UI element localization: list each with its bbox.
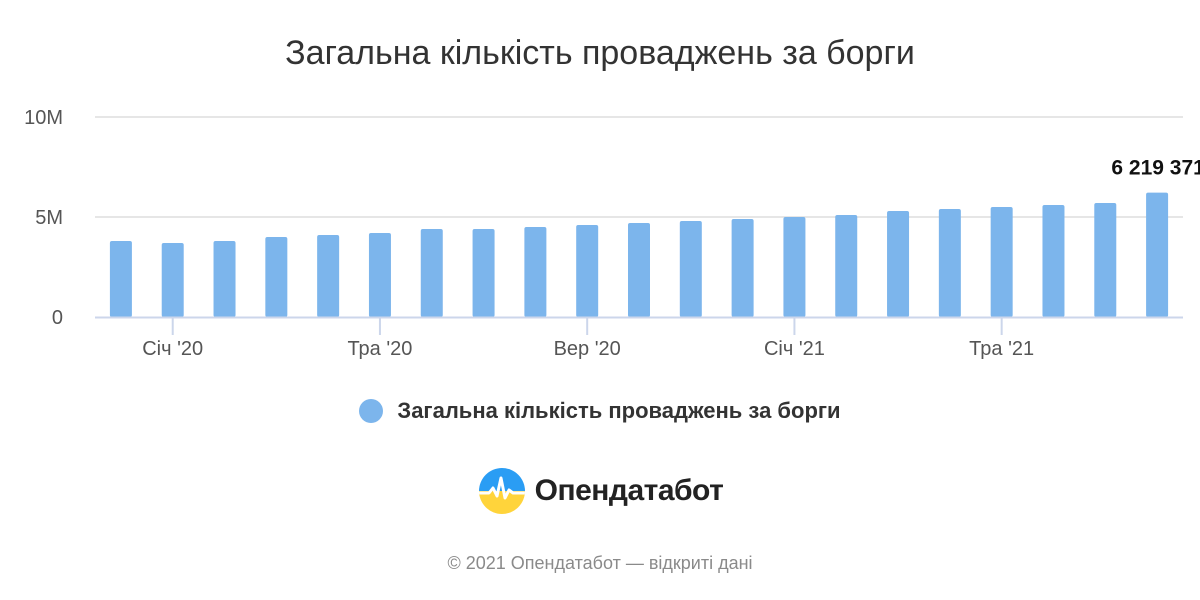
chart-title: Загальна кількість проваджень за борги [285,34,915,72]
bar [317,235,340,317]
bar [368,233,391,317]
bar [938,209,961,317]
bar [628,223,650,317]
x-tick-label: Тра '20 [347,338,412,360]
bar [420,229,443,317]
bar [731,219,754,317]
bar [1094,203,1117,317]
bar [576,225,599,317]
bar [1146,192,1169,317]
x-tick-label: Вер '20 [554,338,621,360]
bar [1042,205,1065,317]
x-tick-label: Тра '21 [969,338,1034,360]
y-tick-label: 0 [52,307,63,329]
bar [835,215,858,317]
y-tick-label: 10M [24,107,63,129]
bar [990,207,1013,317]
bar [109,241,132,317]
legend[interactable]: Загальна кількість проваджень за борги [0,398,1200,424]
legend-label[interactable]: Загальна кількість проваджень за борги [397,398,841,423]
bar [887,211,910,317]
x-tick-label: Січ '20 [142,338,203,360]
brand-name: Опендатабот [534,474,724,507]
x-tick-label: Січ '21 [764,338,825,360]
x-axis: Січ '20 Тра '20 Вер '20 Січ '21 Тра '21 [95,316,1183,360]
bar [679,221,702,317]
y-axis-ticks: 0 5M 10M [24,107,63,329]
y-tick-label: 5M [35,207,63,229]
bar [213,241,236,317]
data-label: 6 219 371 [1111,157,1200,180]
grid-lines [95,116,1183,218]
bar [472,229,495,317]
bar [265,237,288,317]
data-labels: 6 219 371 [1111,157,1200,180]
bars [109,192,1169,317]
bar [161,243,184,317]
footer-copyright: © 2021 Опендатабот — відкриті дані [447,553,753,573]
legend-swatch [359,399,384,423]
opendatabot-logo-icon [478,468,525,514]
brand: Опендатабот [0,466,1200,516]
bar [783,217,806,317]
bar [524,227,547,317]
